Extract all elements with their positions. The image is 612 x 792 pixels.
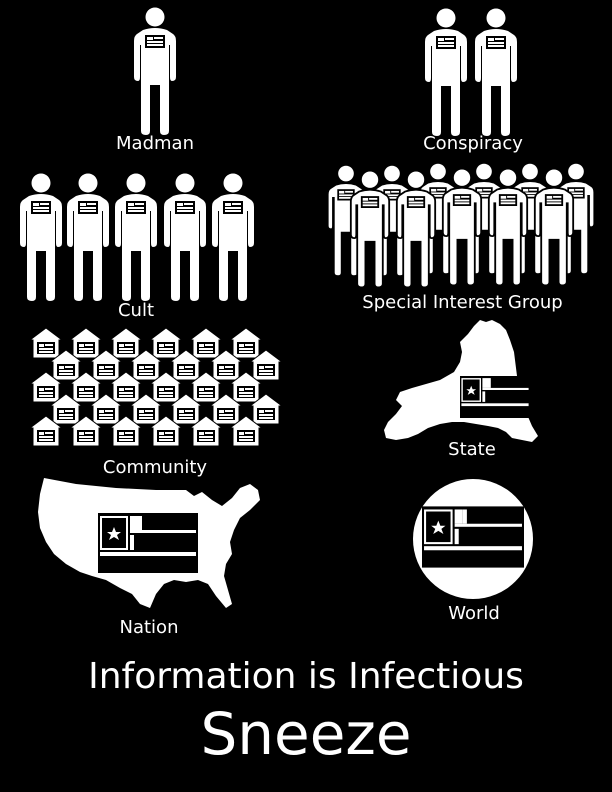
house-icon (70, 328, 102, 358)
page-title: Sneeze (200, 700, 412, 768)
house-icon (150, 328, 182, 358)
person-icon (114, 173, 158, 301)
person-icon (533, 167, 575, 287)
person-icon (424, 8, 468, 136)
headline: Information is Infectious (88, 656, 524, 697)
nation-label: Nation (119, 617, 179, 638)
person-icon (66, 173, 110, 301)
person-icon (395, 169, 437, 289)
community-label: Community (102, 457, 208, 478)
state-label: State (448, 439, 496, 460)
cult-label: Cult (117, 300, 155, 321)
madman-label: Madman (116, 133, 194, 154)
person-icon (211, 173, 255, 301)
person-icon (441, 167, 483, 287)
conspiracy-label: Conspiracy (423, 133, 523, 154)
house-icon (230, 328, 262, 358)
community-houses (30, 328, 282, 446)
person-icon (474, 8, 518, 136)
world-globe (413, 479, 533, 599)
nation-map (38, 478, 260, 608)
person-icon (163, 173, 207, 301)
house-icon (30, 328, 62, 358)
person-icon (349, 169, 391, 289)
person-icon (19, 173, 63, 301)
person-icon (487, 167, 529, 287)
person-icon (133, 7, 177, 135)
house-icon (190, 328, 222, 358)
world-label: World (448, 603, 500, 624)
special-interest-group-label: Special Interest Group (362, 292, 563, 313)
state-map (384, 320, 538, 442)
house-icon (110, 328, 142, 358)
